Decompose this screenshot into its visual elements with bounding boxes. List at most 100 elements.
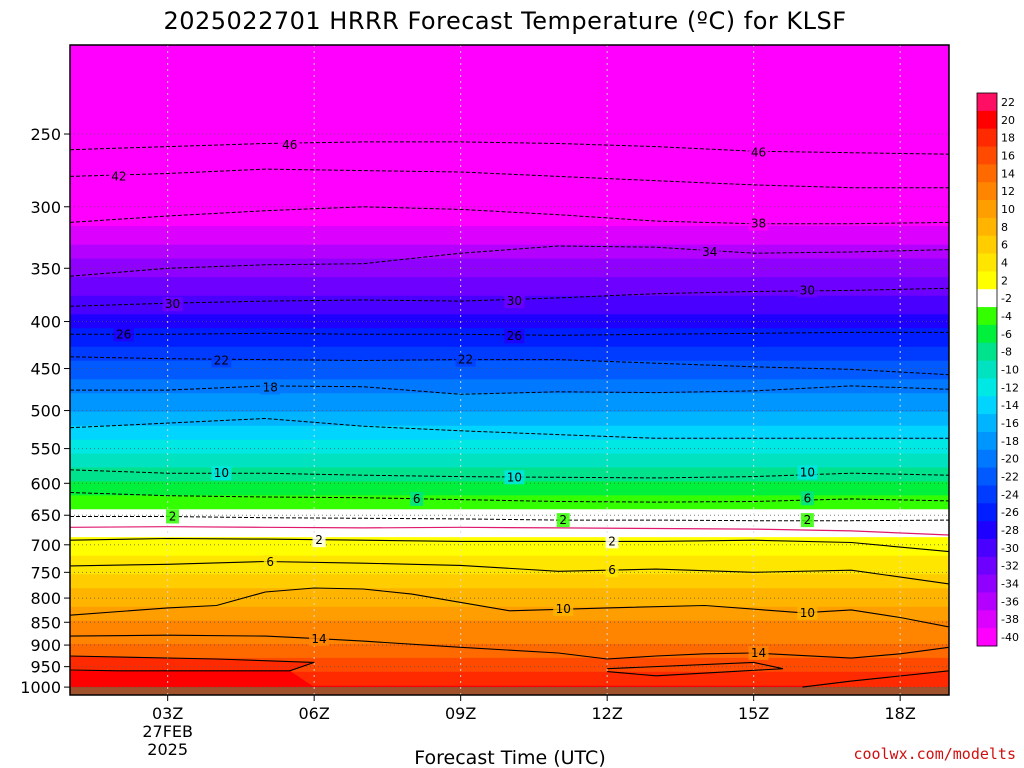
colorbar: 22 20 18 16 14 12 10 8 6 4 2 -2 -4 -6 -8 -10 -12 -14 -16 -1…: [976, 92, 1019, 647]
field-band: [70, 86, 949, 93]
contour-label-bg: [108, 169, 129, 184]
colorbar-tick-label: -36: [1001, 595, 1019, 608]
contour-label-bg: [797, 283, 818, 298]
field-band: [70, 54, 949, 60]
colorbar-tick-label: -4: [1001, 310, 1012, 323]
field-band: [70, 323, 949, 329]
y-tick-label: 600: [30, 474, 61, 493]
colorbar-swatch: [977, 271, 997, 290]
colorbar-tick-label: -28: [1001, 524, 1019, 537]
contour-line: [70, 385, 949, 395]
field-band: [70, 402, 949, 408]
field-band: [70, 175, 949, 181]
field-band: [70, 555, 949, 561]
colorbar-tick-label: 16: [1001, 149, 1015, 162]
colorbar-tick-label: -12: [1001, 381, 1019, 394]
contour-label-bg: [748, 216, 769, 231]
y-tick-label: 500: [30, 402, 61, 421]
field-band: [70, 230, 949, 236]
colorbar-swatch: [977, 556, 997, 576]
y-tick-label: 450: [30, 360, 61, 379]
contour-line: [70, 168, 949, 189]
contour-label-bg: [113, 327, 134, 342]
colorbar-swatch: [977, 164, 997, 183]
y-tick-label: 550: [30, 440, 61, 459]
contour-label-bg: [211, 353, 232, 368]
field-band: [70, 411, 949, 418]
contour-label: 26: [116, 327, 131, 341]
field-band: [70, 523, 949, 529]
contour-label-bg: [553, 601, 574, 616]
contour-label: 22: [458, 353, 473, 367]
field-band: [70, 45, 949, 51]
field-band: [70, 532, 949, 538]
colorbar-tick-label: -8: [1001, 346, 1012, 359]
contour-label-bg: [504, 329, 525, 344]
date-label: 27FEB: [142, 722, 193, 741]
field-band: [70, 379, 949, 385]
field-band: [70, 495, 949, 501]
contour-label-bg: [312, 533, 326, 548]
contour-line: [607, 661, 784, 677]
contour-label-bg: [309, 631, 330, 646]
contour-label-bg: [279, 138, 300, 153]
field-band: [70, 421, 949, 427]
contour-line: [802, 670, 949, 688]
colorbar-tick-label: -24: [1001, 488, 1019, 501]
colorbar-tick-label: -34: [1001, 578, 1019, 591]
colorbar-tick-label: 14: [1001, 167, 1015, 180]
field-band: [70, 161, 949, 167]
x-tick-label: 09Z: [445, 704, 476, 723]
contour-label-bg: [797, 605, 818, 620]
x-tick-label: 15Z: [738, 704, 769, 723]
warm-core-left: [70, 656, 315, 671]
field-band: [70, 546, 949, 552]
field-band: [70, 639, 949, 645]
y-tick-label: 300: [30, 198, 61, 217]
ground-surface: [70, 687, 949, 695]
contour-label-bg: [162, 297, 183, 312]
date-label: 2025: [147, 740, 188, 759]
axes: 250 300 350 400 450 500 550 600 650 700 750 800 850 9…: [20, 125, 916, 759]
contour-label-bg: [797, 465, 818, 480]
contour-label: 26: [507, 329, 522, 343]
contour-line: [70, 634, 949, 660]
field-band: [70, 165, 949, 171]
colorbar-swatch: [977, 610, 997, 629]
colorbar-tick-label: -38: [1001, 613, 1019, 626]
colorbar-swatch: [977, 449, 997, 469]
colorbar-tick-label: -2: [1001, 292, 1012, 305]
field-band: [70, 342, 949, 348]
field-band: [70, 448, 949, 455]
contour-label: 18: [263, 381, 278, 395]
contour-label: 2: [804, 513, 812, 527]
colorbar-swatch: [977, 628, 997, 647]
contour-label-bg: [211, 466, 232, 481]
colorbar-tick-label: -40: [1001, 631, 1019, 644]
field-band: [70, 235, 949, 241]
field-band: [70, 318, 949, 325]
colorbar-swatch: [977, 200, 997, 219]
field-band: [70, 662, 949, 668]
contour-label-bg: [800, 513, 814, 528]
contour-label: 30: [507, 294, 522, 308]
colorbar-swatch: [977, 574, 997, 593]
field-band: [70, 179, 949, 185]
field-band: [70, 291, 949, 297]
field-band: [70, 578, 949, 585]
contour-label: 6: [266, 555, 274, 569]
field-band: [70, 560, 949, 566]
field-band: [70, 667, 949, 673]
field-band: [70, 216, 949, 223]
field-band: [70, 416, 949, 422]
y-tick-label: 850: [30, 613, 61, 632]
field-band: [70, 286, 949, 292]
contour-label-bg: [166, 509, 180, 524]
colorbar-swatch: [977, 217, 997, 237]
contour-label: 2: [608, 534, 616, 548]
colorbar-swatch: [977, 503, 997, 522]
field-band: [70, 77, 949, 83]
field-band: [70, 63, 949, 69]
field-band: [70, 435, 949, 441]
